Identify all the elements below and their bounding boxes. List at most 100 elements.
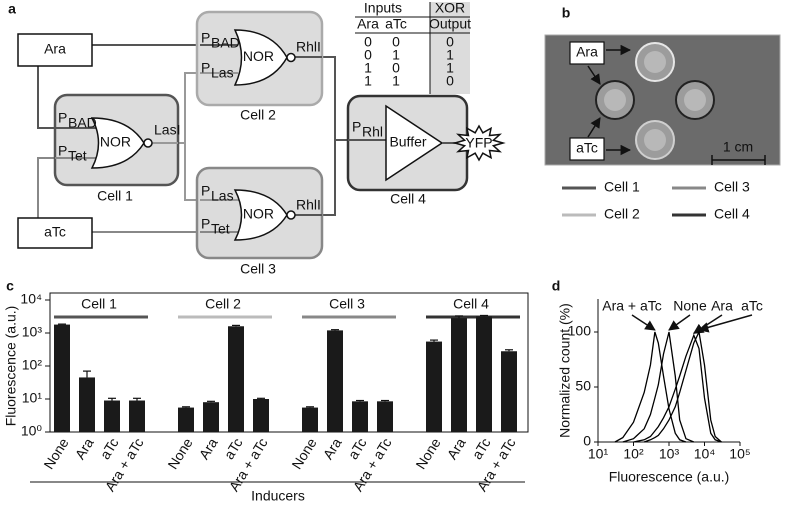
legend-label: Ara + aTc bbox=[602, 298, 662, 314]
promoter-sub: BAD bbox=[211, 35, 240, 51]
bar bbox=[129, 400, 145, 432]
x-tick-label: None bbox=[412, 435, 443, 472]
promoter-sub: BAD bbox=[68, 115, 97, 131]
output-label: RhlI bbox=[296, 39, 321, 55]
promoter-label: P bbox=[58, 143, 67, 159]
x-tick-label: Ara bbox=[196, 435, 221, 462]
bar bbox=[79, 377, 95, 432]
histogram-line bbox=[643, 329, 722, 443]
nor-gate bbox=[233, 189, 288, 241]
bar bbox=[253, 399, 269, 432]
x-tick-label: 10⁴ bbox=[694, 446, 716, 462]
x-tick-label: None bbox=[40, 435, 71, 472]
promoter-sub: Las bbox=[211, 65, 234, 81]
bar bbox=[228, 326, 244, 432]
bar bbox=[377, 401, 393, 432]
y-axis-label: Fluorescence (a.u.) bbox=[3, 306, 19, 427]
table-cell: 0 bbox=[364, 47, 372, 63]
input-label: aTc bbox=[44, 224, 66, 240]
histogram-line bbox=[633, 333, 722, 443]
gate-label: NOR bbox=[243, 206, 274, 222]
nor-gate bbox=[233, 29, 288, 86]
y-tick-label: 10⁴ bbox=[20, 291, 42, 307]
photo-label: Ara bbox=[576, 44, 598, 60]
nor-bubble bbox=[286, 52, 296, 63]
gate-label: Buffer bbox=[389, 134, 426, 150]
y-tick-label: 100 bbox=[568, 323, 592, 339]
bar bbox=[104, 400, 120, 432]
dish-center bbox=[684, 89, 706, 111]
y-tick-label: 10¹ bbox=[22, 390, 43, 406]
table-cell: 1 bbox=[392, 47, 400, 63]
nor-bubble bbox=[286, 210, 296, 220]
legend-arrow bbox=[668, 314, 691, 331]
reporter-star bbox=[452, 124, 506, 162]
bar bbox=[501, 351, 517, 432]
output-label: RhlI bbox=[296, 197, 321, 213]
promoter-sub: Tet bbox=[211, 221, 230, 237]
bar bbox=[178, 407, 194, 432]
photo-label-box bbox=[569, 137, 605, 161]
panel-label: a bbox=[8, 1, 16, 17]
promoter-label: P bbox=[201, 30, 210, 46]
histogram-line bbox=[622, 331, 695, 443]
x-tick-label: Ara bbox=[320, 435, 345, 462]
promoter-sub: Rhl bbox=[362, 124, 383, 140]
y-tick-label: 10⁰ bbox=[21, 423, 43, 439]
table-cell: 0 bbox=[446, 73, 454, 89]
photo-arrow bbox=[587, 65, 601, 85]
nor-bubble bbox=[143, 138, 153, 148]
x-tick-label: 10⁵ bbox=[729, 446, 750, 462]
table-cell: 1 bbox=[392, 73, 400, 89]
promoter-label: P bbox=[201, 216, 210, 232]
input-label: Ara bbox=[44, 41, 66, 57]
dish-center bbox=[644, 51, 666, 73]
table-cell: 1 bbox=[364, 60, 372, 76]
x-tick-label: 10¹ bbox=[588, 446, 609, 462]
promoter-label: P bbox=[201, 60, 210, 76]
cell-label: Cell 4 bbox=[390, 191, 426, 207]
nor-gate bbox=[90, 117, 145, 169]
legend-label: aTc bbox=[741, 298, 763, 314]
legend-label: None bbox=[673, 298, 707, 314]
input-box bbox=[17, 217, 93, 249]
y-tick-label: 0 bbox=[583, 433, 591, 449]
buffer-gate bbox=[385, 104, 444, 182]
table-cell: 1 bbox=[446, 60, 454, 76]
x-tick-label: Ara bbox=[72, 435, 97, 462]
panel-label: b bbox=[562, 5, 571, 21]
bar bbox=[203, 402, 219, 432]
table-cell: 1 bbox=[364, 73, 372, 89]
group-label: Cell 1 bbox=[81, 296, 117, 312]
table-cell: 1 bbox=[446, 47, 454, 63]
x-tick-label: None bbox=[164, 435, 195, 472]
legend-label: Cell 4 bbox=[714, 206, 750, 222]
table-header: XOR bbox=[435, 0, 465, 16]
promoter-label: P bbox=[352, 119, 361, 135]
table-column: Output bbox=[429, 16, 471, 32]
plot-frame bbox=[49, 292, 529, 433]
table-column: aTc bbox=[385, 16, 407, 32]
promoter-label: P bbox=[201, 183, 210, 199]
gate-label: NOR bbox=[100, 134, 131, 150]
y-axis-label: Normalized count (%) bbox=[557, 303, 573, 438]
histogram-line bbox=[614, 331, 687, 443]
legend-arrow bbox=[631, 314, 656, 331]
y-tick-label: 10³ bbox=[22, 324, 43, 340]
bar bbox=[426, 341, 442, 432]
y-tick-label: 50 bbox=[575, 378, 591, 394]
input-box bbox=[17, 33, 93, 67]
reporter-label: YFP bbox=[465, 135, 492, 151]
group-label: Cell 3 bbox=[329, 296, 365, 312]
scale-label: 1 cm bbox=[723, 139, 753, 155]
bar bbox=[476, 316, 492, 432]
x-axis-label: Fluorescence (a.u.) bbox=[609, 469, 730, 485]
promoter-sub: Las bbox=[211, 188, 234, 204]
bar bbox=[302, 407, 318, 432]
x-tick-label: None bbox=[288, 435, 319, 472]
gate-label: NOR bbox=[243, 48, 274, 64]
legend-arrow bbox=[697, 314, 753, 333]
bar bbox=[54, 324, 70, 432]
y-tick-label: 10² bbox=[22, 357, 43, 373]
